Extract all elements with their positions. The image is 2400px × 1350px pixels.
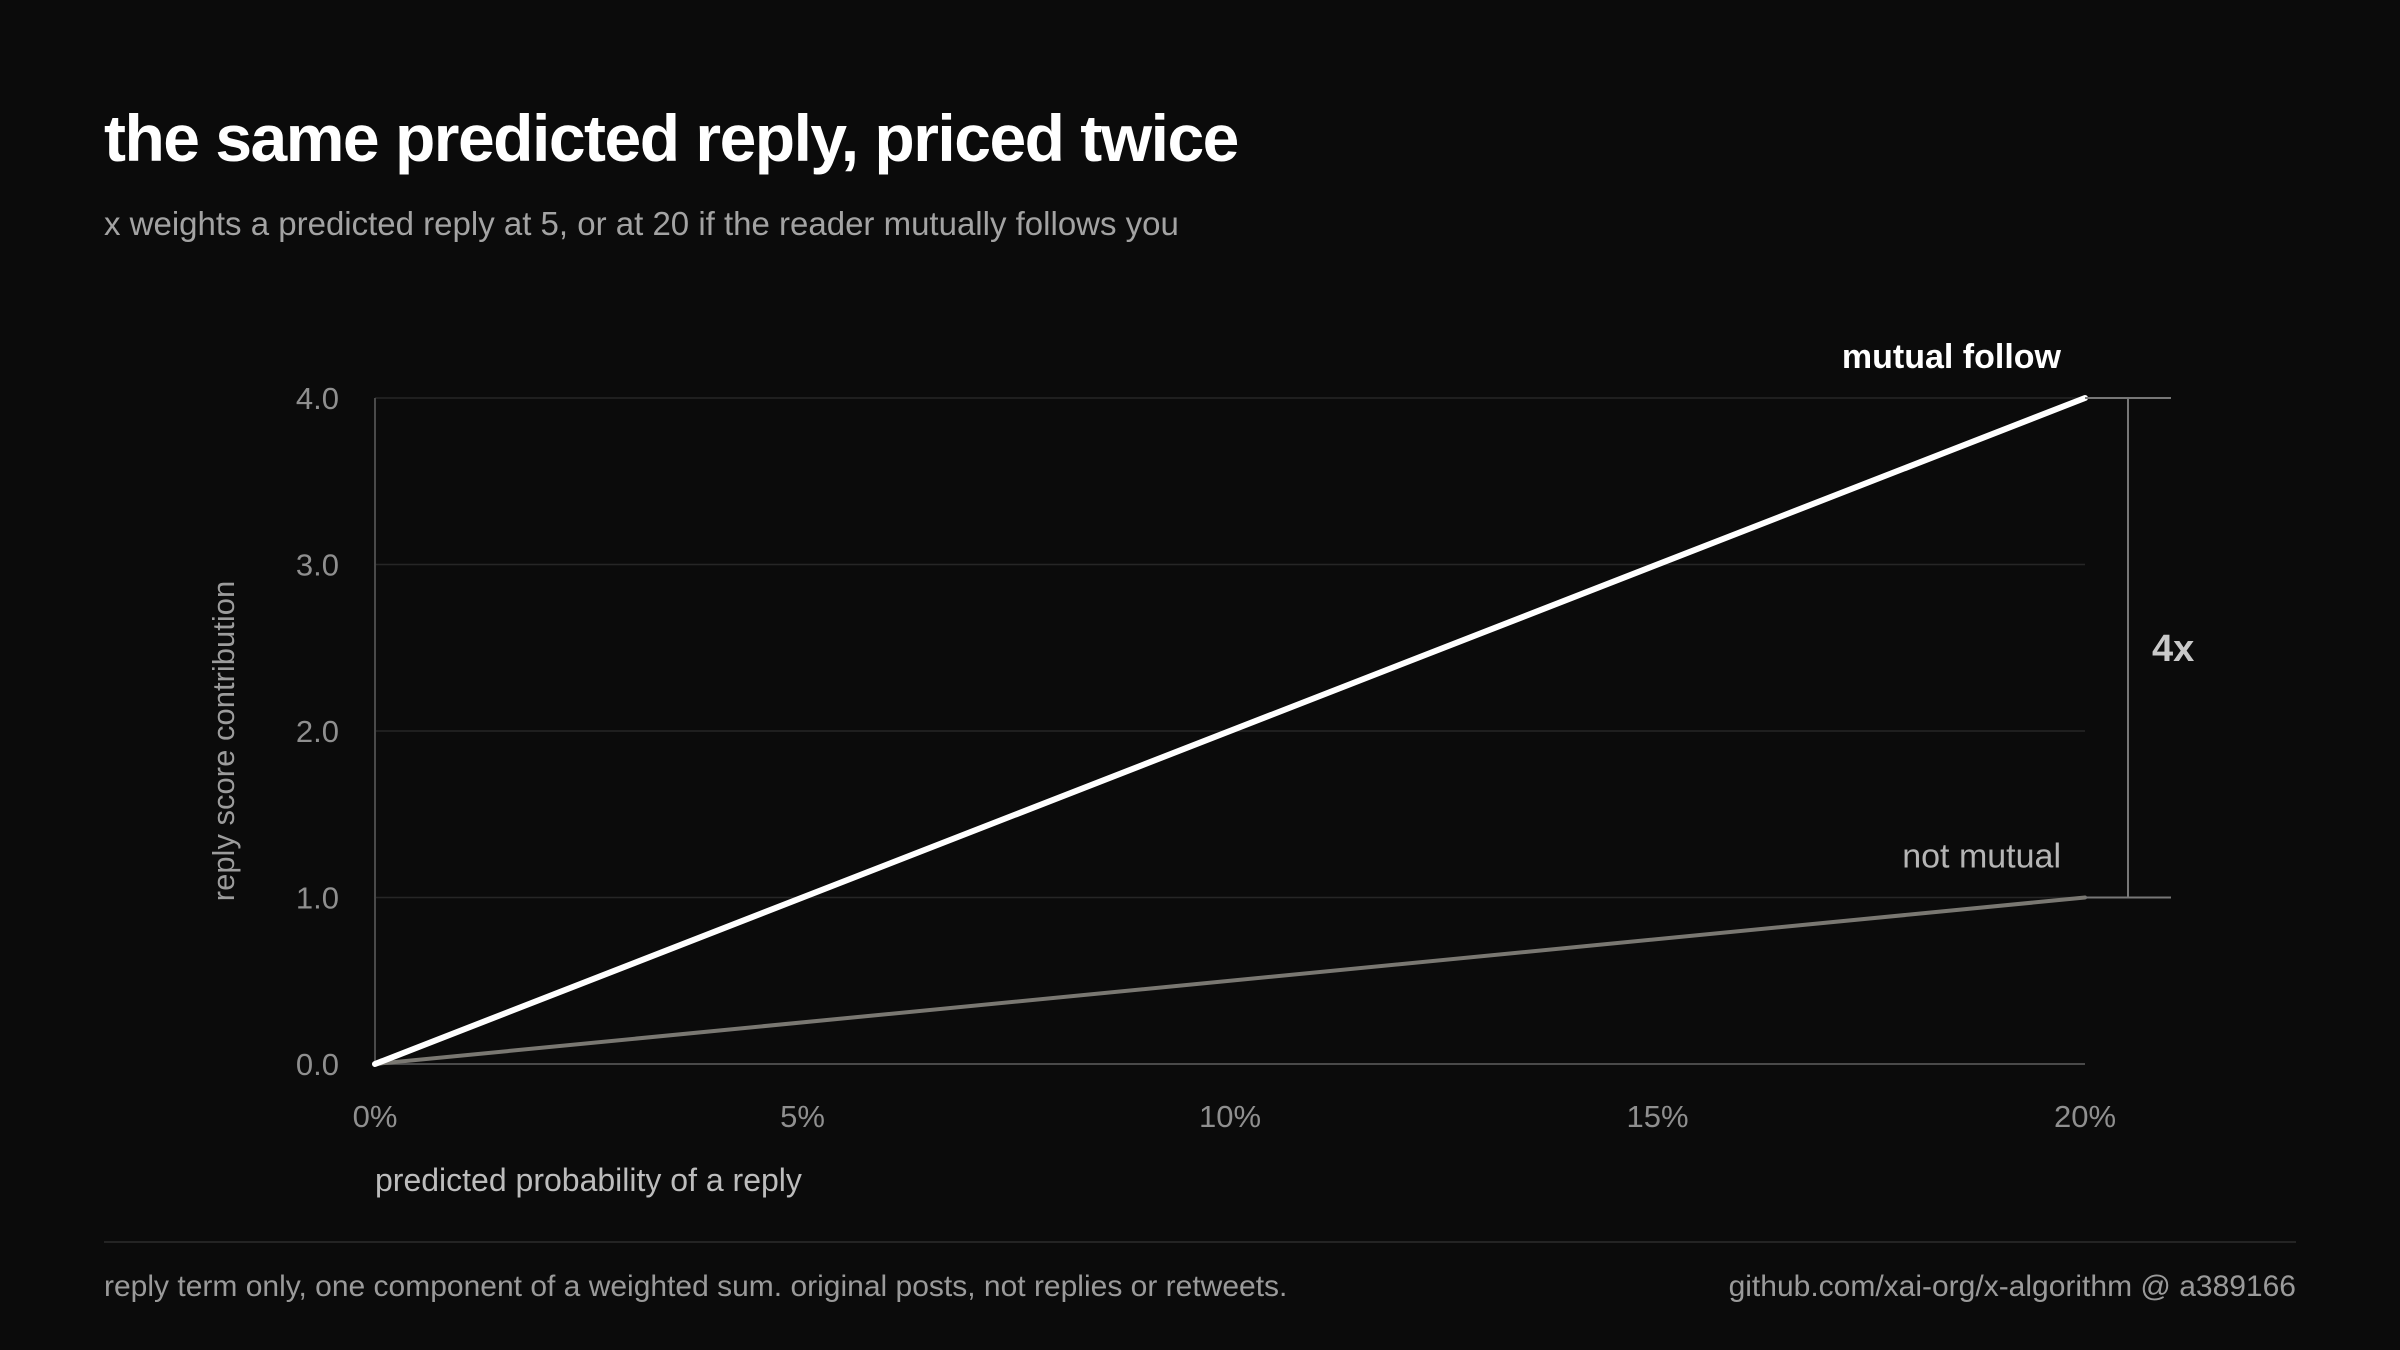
axis-labels: not mutual mutual follow predicted probabi…: [206, 338, 2062, 1198]
x-tick-label: 20%: [2054, 1099, 2116, 1134]
chart-subtitle: x weights a predicted reply at 5, or at …: [104, 205, 1179, 242]
y-tick-label: 0.0: [296, 1047, 339, 1082]
not-mutual-label: not mutual: [1902, 838, 2061, 876]
footnote: reply term only, one component of a weig…: [104, 1270, 1288, 1303]
y-tick-label: 4.0: [296, 381, 339, 416]
series-lines: [372, 395, 2088, 1067]
chart-title: the same predicted reply, priced twice: [104, 101, 1239, 175]
y-axis-title: reply score contribution: [206, 581, 241, 902]
source-link[interactable]: github.com/xai-org/x-algorithm @ a389166: [1728, 1270, 2296, 1303]
ratio-label: 4x: [2152, 628, 2194, 670]
line-chart: 0.0 1.0 2.0 3.0 4.0 0% 5% 10% 15% 20% 4x not mutu…: [206, 338, 2194, 1198]
x-tick-label: 15%: [1626, 1099, 1688, 1134]
axes: [374, 398, 2085, 1065]
y-tick-label: 2.0: [296, 714, 339, 749]
grid-lines: [375, 397, 2085, 899]
y-tick-label: 3.0: [296, 548, 339, 583]
mutual-follow-label: mutual follow: [1842, 338, 2062, 376]
y-tick-label: 1.0: [296, 881, 339, 916]
x-tick-label: 10%: [1199, 1099, 1261, 1134]
x-axis-title: predicted probability of a reply: [375, 1162, 802, 1198]
tick-labels: 0.0 1.0 2.0 3.0 4.0 0% 5% 10% 15% 20%: [296, 381, 2116, 1134]
x-tick-label: 0%: [353, 1099, 398, 1134]
mutual-follow-line: [372, 395, 2088, 1067]
x-tick-label: 5%: [780, 1099, 825, 1134]
ratio-annotation: 4x: [2085, 397, 2194, 899]
footer-divider: [104, 1241, 2296, 1243]
not-mutual-line: [373, 895, 2087, 1066]
